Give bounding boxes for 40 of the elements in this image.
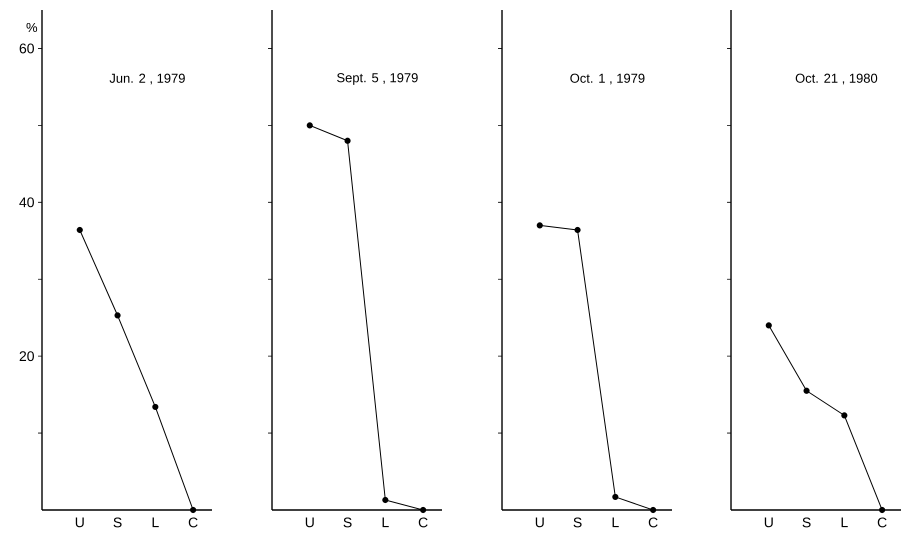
point xyxy=(114,312,121,318)
text: Sept. 5 , 1979 xyxy=(337,73,418,85)
x-tick-label: U xyxy=(764,518,773,528)
point xyxy=(306,122,313,128)
text: Jun. 2 , 1979 xyxy=(110,74,185,84)
point xyxy=(76,226,83,234)
point xyxy=(766,322,772,328)
x-tick-label: S xyxy=(802,517,811,528)
point xyxy=(536,222,543,228)
point xyxy=(841,412,848,418)
x-tick-label: U xyxy=(306,518,314,528)
y-tick-label: 20 xyxy=(20,351,34,362)
point xyxy=(574,226,581,234)
point xyxy=(612,494,618,500)
point xyxy=(879,506,886,514)
y-tick-label: 40 xyxy=(19,197,34,208)
y-axis-title: % xyxy=(26,22,38,32)
point xyxy=(650,506,656,514)
x-tick-label: S xyxy=(114,517,122,528)
point xyxy=(382,496,388,504)
x-tick-label: L xyxy=(842,518,848,528)
x-tick-label: L xyxy=(382,518,389,528)
x-tick-label: C xyxy=(878,517,887,528)
point xyxy=(803,388,810,394)
x-tick-label: U xyxy=(536,518,544,528)
point xyxy=(420,506,426,514)
x-tick-label: S xyxy=(344,517,352,528)
x-tick-label: C xyxy=(188,517,198,528)
x-tick-label: L xyxy=(612,518,619,528)
text: Oct. 1 , 1979 xyxy=(570,74,644,84)
x-tick-label: U xyxy=(76,518,84,528)
x-tick-label: C xyxy=(648,517,658,528)
x-tick-label: S xyxy=(574,517,582,528)
point xyxy=(190,506,196,514)
y-tick-label: 60 xyxy=(20,44,34,54)
point xyxy=(152,404,158,410)
text: Oct. 21 , 1980 xyxy=(796,74,878,84)
x-tick-label: C xyxy=(418,517,428,528)
point xyxy=(344,138,351,144)
x-tick-label: L xyxy=(152,518,159,528)
